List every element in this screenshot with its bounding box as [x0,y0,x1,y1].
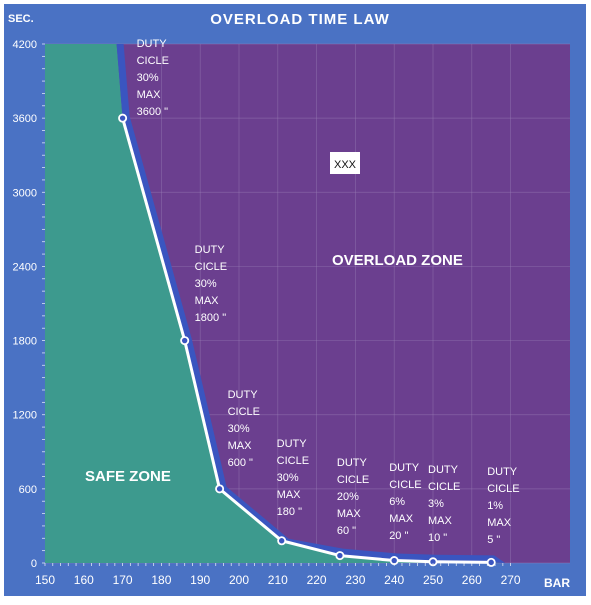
duty-cycle-label-line: 10 " [428,532,447,544]
y-tick-label: 1200 [13,410,37,422]
duty-cycle-label: DUTY CICLE 30% MAX 180 " [277,438,309,518]
x-tick-label: 160 [74,573,94,587]
duty-cycle-label-line: DUTY [195,244,226,256]
duty-cycle-label-line: CICLE [389,479,421,491]
duty-cycle-label-line: 3% [428,498,444,510]
duty-cycle-label-line: CICLE [195,261,227,273]
curve-band [116,44,506,563]
duty-cycle-label-line: CICLE [137,55,169,67]
duty-cycle-label-line: CICLE [487,483,519,495]
y-tick-label: 600 [19,484,37,496]
axis-ticks: 0 600 1200 1800 2400 3000 3600 4200 150 160 170 180… [13,39,521,587]
duty-cycle-label-line: 20% [337,491,359,503]
x-tick-label: 150 [35,573,55,587]
duty-cycle-label-line: DUTY [277,438,308,450]
x-tick-label: 180 [151,573,171,587]
duty-cycle-label: DUTY CICLE 30% MAX 1800 " [195,244,227,324]
duty-cycle-label-line: MAX [487,517,512,529]
duty-cycle-label-line: MAX [228,440,253,452]
chart-title: OVERLOAD TIME LAW [210,11,390,28]
duty-cycle-label-line: DUTY [137,38,168,50]
y-tick-label: 4200 [13,39,37,51]
y-axis-label: SEC. [8,13,34,25]
x-tick-label: 200 [229,573,249,587]
duty-cycle-label: DUTY CICLE 1% MAX 5 " [487,466,519,546]
duty-cycle-label: DUTY CICLE 30% MAX 600 " [228,389,260,469]
duty-cycle-label-line: MAX [195,295,220,307]
duty-cycle-label: DUTY CICLE 6% MAX 20 " [389,462,421,542]
safe-zone [45,44,502,563]
duty-cycle-label-line: 20 " [389,530,408,542]
overload-zone-label: OVERLOAD ZONE [332,252,463,269]
x-tick-label: 190 [190,573,210,587]
duty-cycle-label-line: DUTY [428,464,459,476]
duty-cycle-label-line: 1% [487,500,503,512]
data-point [118,113,128,123]
data-labels: DUTY CICLE 30% MAX 3600 " DUTY CICLE 30% MAX 1800… [85,38,520,546]
duty-cycle-label-line: 3600 " [137,106,169,118]
duty-cycle-label-line: 600 " [228,457,253,469]
duty-cycle-label-line: MAX [337,508,362,520]
data-point [277,536,287,546]
y-tick-label: 1800 [13,336,37,348]
duty-cycle-label: DUTY CICLE 3% MAX 10 " [428,464,460,544]
duty-cycle-label-line: 6% [389,496,405,508]
annotation-box [330,152,360,174]
x-tick-label: 250 [423,573,443,587]
data-point [180,336,190,346]
overload-curve-line [121,117,492,564]
duty-cycle-label-line: CICLE [337,474,369,486]
duty-cycle-label-line: DUTY [389,462,420,474]
data-point [486,557,496,567]
annotation-box-text: XXX [334,159,357,171]
duty-cycle-label-line: 1800 " [195,312,227,324]
duty-cycle-label-line: DUTY [228,389,259,401]
x-axis-label: BAR [544,576,570,590]
duty-cycle-label-line: 180 " [277,506,302,518]
duty-cycle-label-line: 30% [228,423,250,435]
x-tick-label: 230 [345,573,365,587]
duty-cycle-label-line: 30% [195,278,217,290]
duty-cycle-label-line: MAX [428,515,453,527]
y-tick-label: 3000 [13,187,37,199]
duty-cycle-label-line: 30% [277,472,299,484]
duty-cycle-label-line: 60 " [337,525,356,537]
duty-cycle-label-line: MAX [389,513,414,525]
duty-cycle-label: DUTY CICLE 20% MAX 60 " [337,457,369,537]
duty-cycle-label-line: DUTY [337,457,368,469]
safe-zone-label: SAFE ZONE [85,468,171,485]
duty-cycle-label-line: 5 " [487,534,500,546]
data-point [215,484,225,494]
duty-cycle-label-line: 30% [137,72,159,84]
y-tick-label: 0 [31,558,37,570]
duty-cycle-label-line: DUTY [487,466,518,478]
duty-cycle-label: DUTY CICLE 30% MAX 3600 " [137,38,169,118]
x-tick-label: 220 [307,573,327,587]
x-tick-label: 210 [268,573,288,587]
duty-cycle-label-line: CICLE [277,455,309,467]
x-tick-label: 260 [462,573,482,587]
y-tick-label: 2400 [13,261,37,273]
duty-cycle-label-line: CICLE [228,406,260,418]
duty-cycle-label-line: CICLE [428,481,460,493]
duty-cycle-label-line: MAX [137,89,162,101]
x-tick-label: 240 [384,573,404,587]
y-tick-label: 3600 [13,113,37,125]
data-point [335,551,345,561]
x-tick-label: 170 [113,573,133,587]
plot-area [45,43,570,567]
x-tick-label: 270 [501,573,521,587]
duty-cycle-label-line: MAX [277,489,302,501]
